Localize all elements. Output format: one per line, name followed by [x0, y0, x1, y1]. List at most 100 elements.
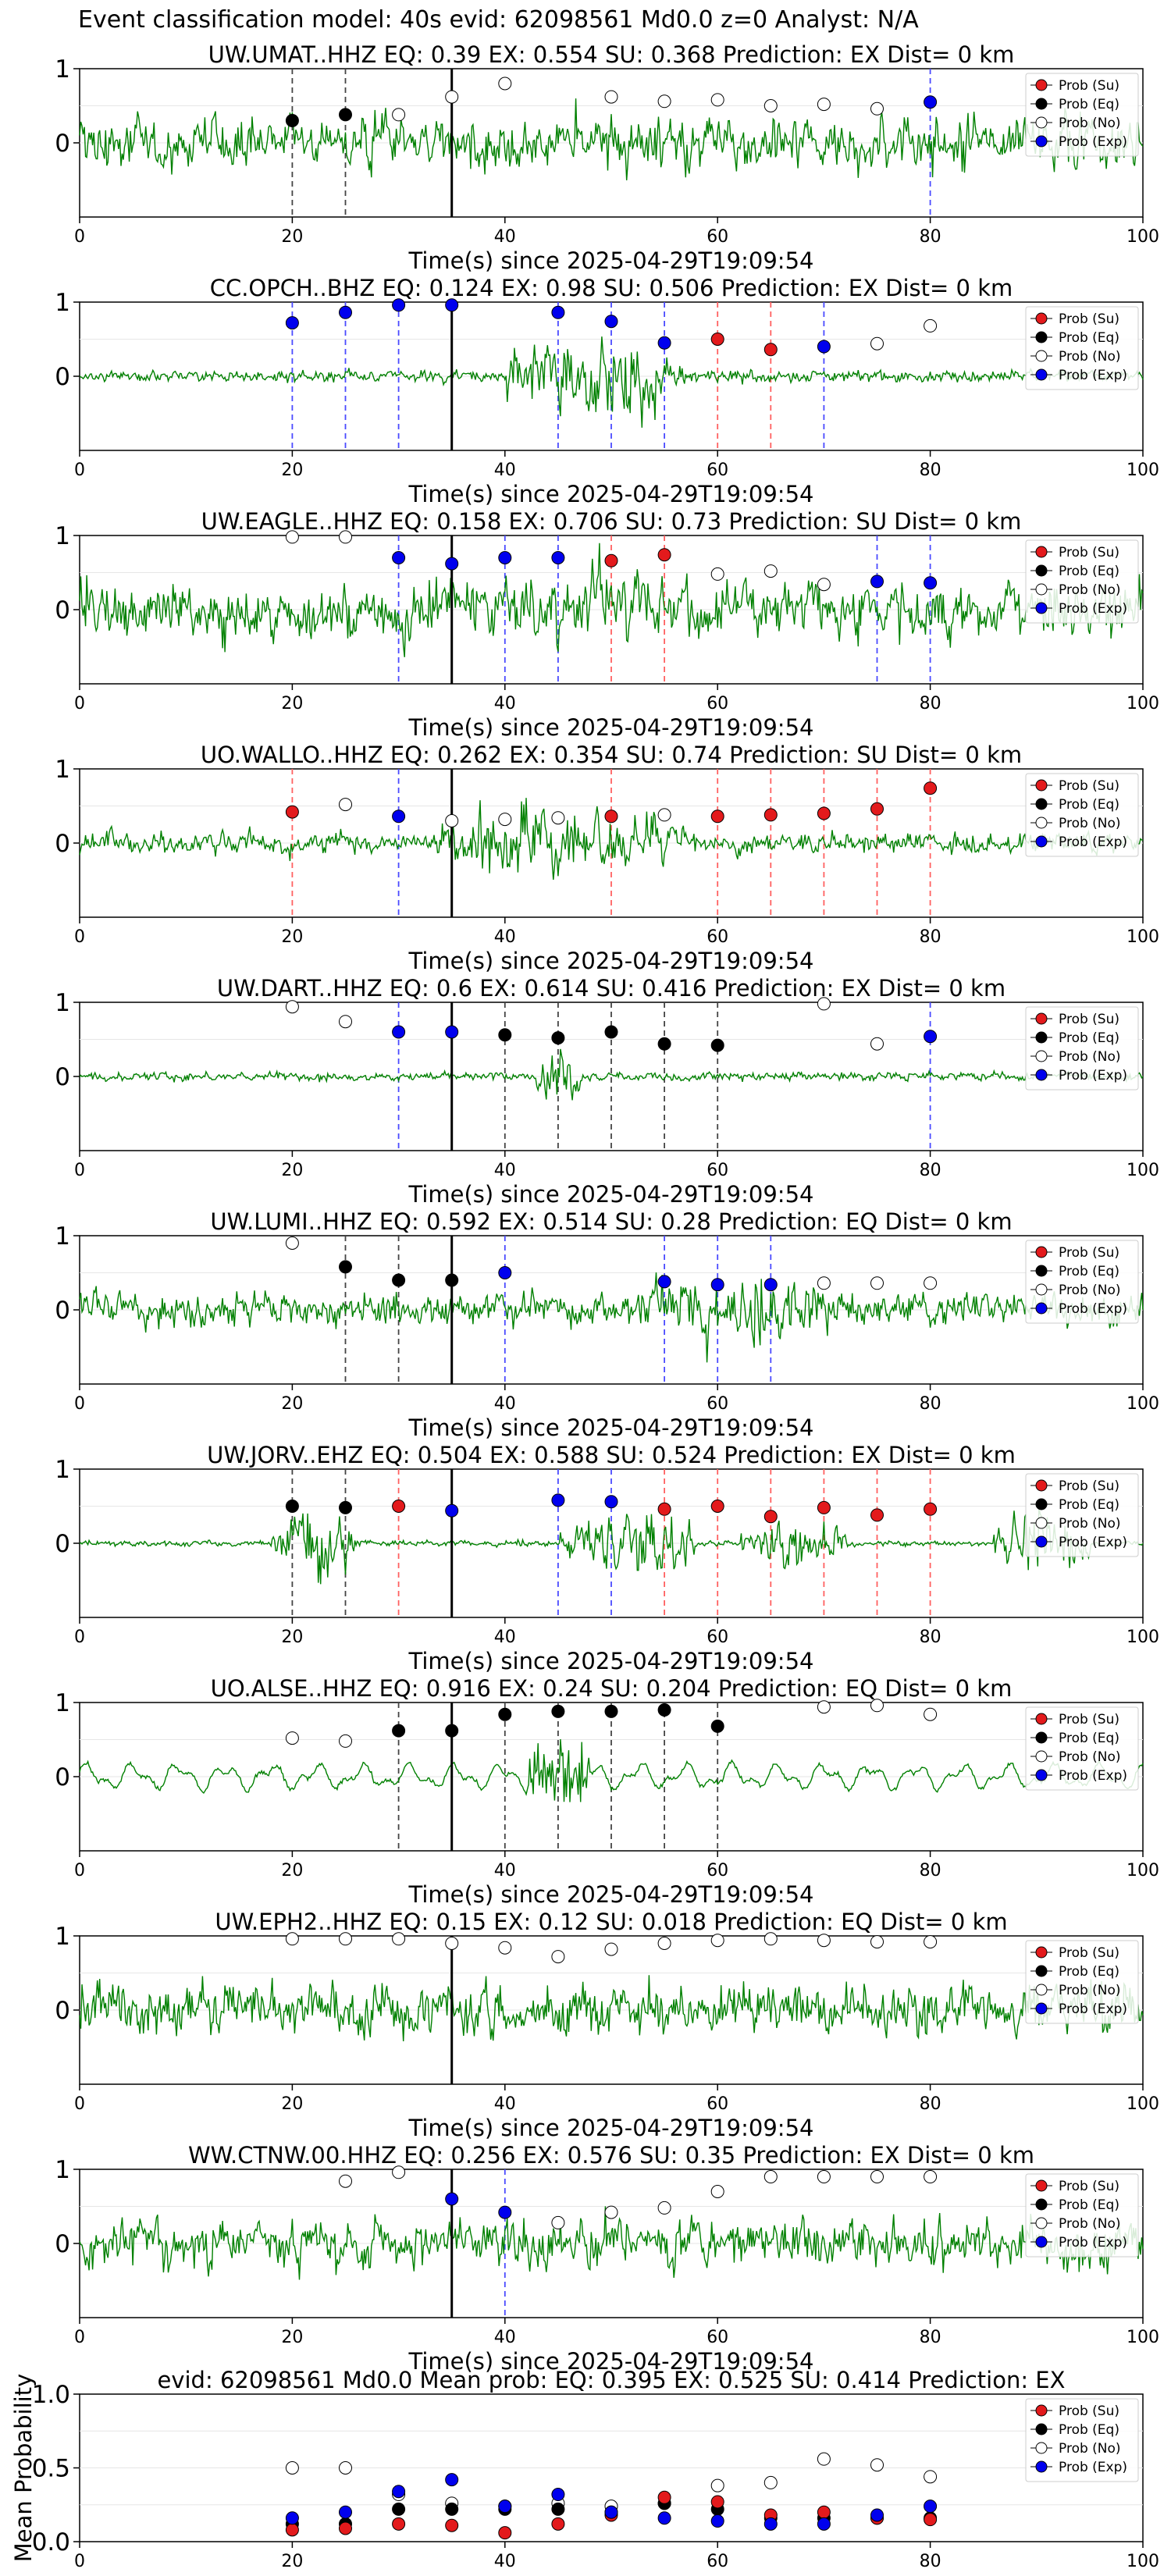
x-axis-label: Time(s) since 2025-04-29T19:09:54: [408, 1414, 814, 1441]
figure-suptitle: Event classification model: 40s evid: 62…: [78, 6, 919, 34]
legend-exp-marker: [1035, 835, 1048, 848]
prob-exp-marker: [339, 2505, 352, 2519]
seismic-trace: [79, 2206, 1144, 2280]
prob-eq-marker: [498, 1707, 512, 1721]
prob-su-marker: [924, 2513, 938, 2527]
legend-no-label: Prob (No): [1059, 2441, 1121, 2457]
legend-no-marker: [1035, 1283, 1048, 1296]
legend-su-label: Prob (Su): [1059, 311, 1119, 327]
y-tick-label: 1: [55, 55, 70, 84]
prob-eq-marker: [657, 1037, 671, 1051]
prob-no-marker: [817, 997, 831, 1011]
x-tick-label: 100: [1127, 461, 1159, 480]
prob-su-marker: [710, 809, 724, 824]
legend-exp-marker: [1035, 1302, 1048, 1315]
prob-no-marker: [817, 578, 831, 592]
y-tick-label: 0: [55, 130, 70, 158]
legend-no-label: Prob (No): [1059, 2216, 1121, 2232]
legend-su-label: Prob (Su): [1059, 1478, 1119, 1494]
prob-su-marker: [551, 2517, 565, 2531]
legend-eq-marker: [1035, 2198, 1048, 2211]
x-tick-label: 20: [281, 1861, 303, 1880]
prob-no-marker: [604, 2205, 618, 2219]
prob-su-marker: [498, 2526, 512, 2540]
panel-title: UW.UMAT..HHZ EQ: 0.39 EX: 0.554 SU: 0.36…: [208, 41, 1015, 68]
x-tick-label: 100: [1127, 2094, 1159, 2114]
prob-no-marker: [710, 2478, 724, 2492]
panel-title: UW.LUMI..HHZ EQ: 0.592 EX: 0.514 SU: 0.2…: [210, 1208, 1012, 1235]
prob-no-marker: [870, 1699, 884, 1713]
legend-su-label: Prob (Su): [1059, 78, 1119, 94]
x-tick-label: 80: [920, 1394, 941, 1414]
prob-eq-marker: [339, 1260, 352, 1274]
y-tick-label: 1: [55, 1689, 70, 1717]
prob-no-marker: [870, 1935, 884, 1949]
y-tick-label: 0.5: [32, 2455, 70, 2483]
legend-exp-marker: [1035, 602, 1048, 614]
legend-exp-label: Prob (Exp): [1059, 1768, 1127, 1784]
x-tick-label: 100: [1127, 694, 1159, 713]
mean-probability-panel: evid: 62098561 Md0.0 Mean prob: EQ: 0.39…: [10, 2367, 1159, 2571]
x-tick-label: 80: [920, 2094, 941, 2114]
legend-exp-label: Prob (Exp): [1059, 2460, 1127, 2475]
station-panel-9: UW.EPH2..HHZ EQ: 0.15 EX: 0.12 SU: 0.018…: [55, 1909, 1159, 2141]
legend-no-marker: [1035, 817, 1048, 829]
prob-exp-marker: [604, 2505, 618, 2519]
legend-su-label: Prob (Su): [1059, 1012, 1119, 1027]
legend-eq-marker: [1035, 2423, 1048, 2435]
seismic-trace: [79, 543, 1144, 657]
prob-exp-marker: [657, 1275, 671, 1289]
y-tick-label: 1: [55, 522, 70, 550]
legend-su-marker: [1035, 312, 1048, 325]
x-tick-label: 20: [281, 1161, 303, 1180]
panel-title: CC.OPCH..BHZ EQ: 0.124 EX: 0.98 SU: 0.50…: [210, 275, 1013, 301]
x-axis-label: Time(s) since 2025-04-29T19:09:54: [408, 948, 814, 974]
prob-no-marker: [285, 530, 299, 544]
prob-exp-marker: [763, 2517, 778, 2531]
prob-no-marker: [339, 530, 352, 544]
prob-no-marker: [870, 336, 884, 350]
legend-eq-marker: [1035, 564, 1048, 577]
legend-exp-label: Prob (Exp): [1059, 601, 1127, 617]
y-tick-label: 1: [55, 756, 70, 784]
prob-exp-marker: [710, 2514, 724, 2528]
prob-exp-marker: [498, 1266, 512, 1279]
prob-no-marker: [604, 90, 618, 104]
prob-exp-marker: [445, 557, 459, 571]
legend-box: [1025, 1940, 1139, 2024]
prob-exp-marker: [392, 1025, 406, 1039]
legend-su-label: Prob (Su): [1059, 778, 1119, 794]
legend-no-marker: [1035, 1750, 1048, 1763]
prob-no-marker: [498, 1941, 512, 1955]
legend-exp-marker: [1035, 1769, 1048, 1781]
prob-exp-marker: [445, 1025, 459, 1039]
x-tick-label: 60: [707, 1861, 728, 1880]
legend-exp-label: Prob (Exp): [1059, 834, 1127, 850]
prob-no-marker: [498, 813, 512, 827]
prob-no-marker: [817, 1700, 831, 1714]
prob-eq-marker: [498, 1028, 512, 1042]
prob-no-marker: [339, 1932, 352, 1946]
legend-box: [1025, 1473, 1139, 1557]
prob-no-marker: [924, 2170, 938, 2183]
legend-exp-label: Prob (Exp): [1059, 368, 1127, 383]
legend-box: [1025, 539, 1139, 624]
legend-su-marker: [1035, 1012, 1048, 1025]
legend-su-marker: [1035, 1946, 1048, 1959]
legend-su-marker: [1035, 546, 1048, 558]
x-tick-label: 20: [281, 694, 303, 713]
x-tick-label: 60: [707, 1161, 728, 1180]
x-tick-label: 20: [281, 461, 303, 480]
prob-su-marker: [604, 553, 618, 568]
legend-eq-label: Prob (Eq): [1059, 97, 1119, 112]
prob-eq-marker: [657, 1703, 671, 1717]
x-tick-label: 20: [281, 2552, 303, 2571]
prob-su-marker: [924, 781, 938, 795]
legend-eq-marker: [1035, 98, 1048, 110]
prob-no-marker: [710, 567, 724, 581]
prob-su-marker: [924, 1502, 938, 1516]
prob-exp-marker: [657, 336, 671, 350]
x-tick-label: 80: [920, 927, 941, 947]
y-tick-label: 1: [55, 1923, 70, 1951]
